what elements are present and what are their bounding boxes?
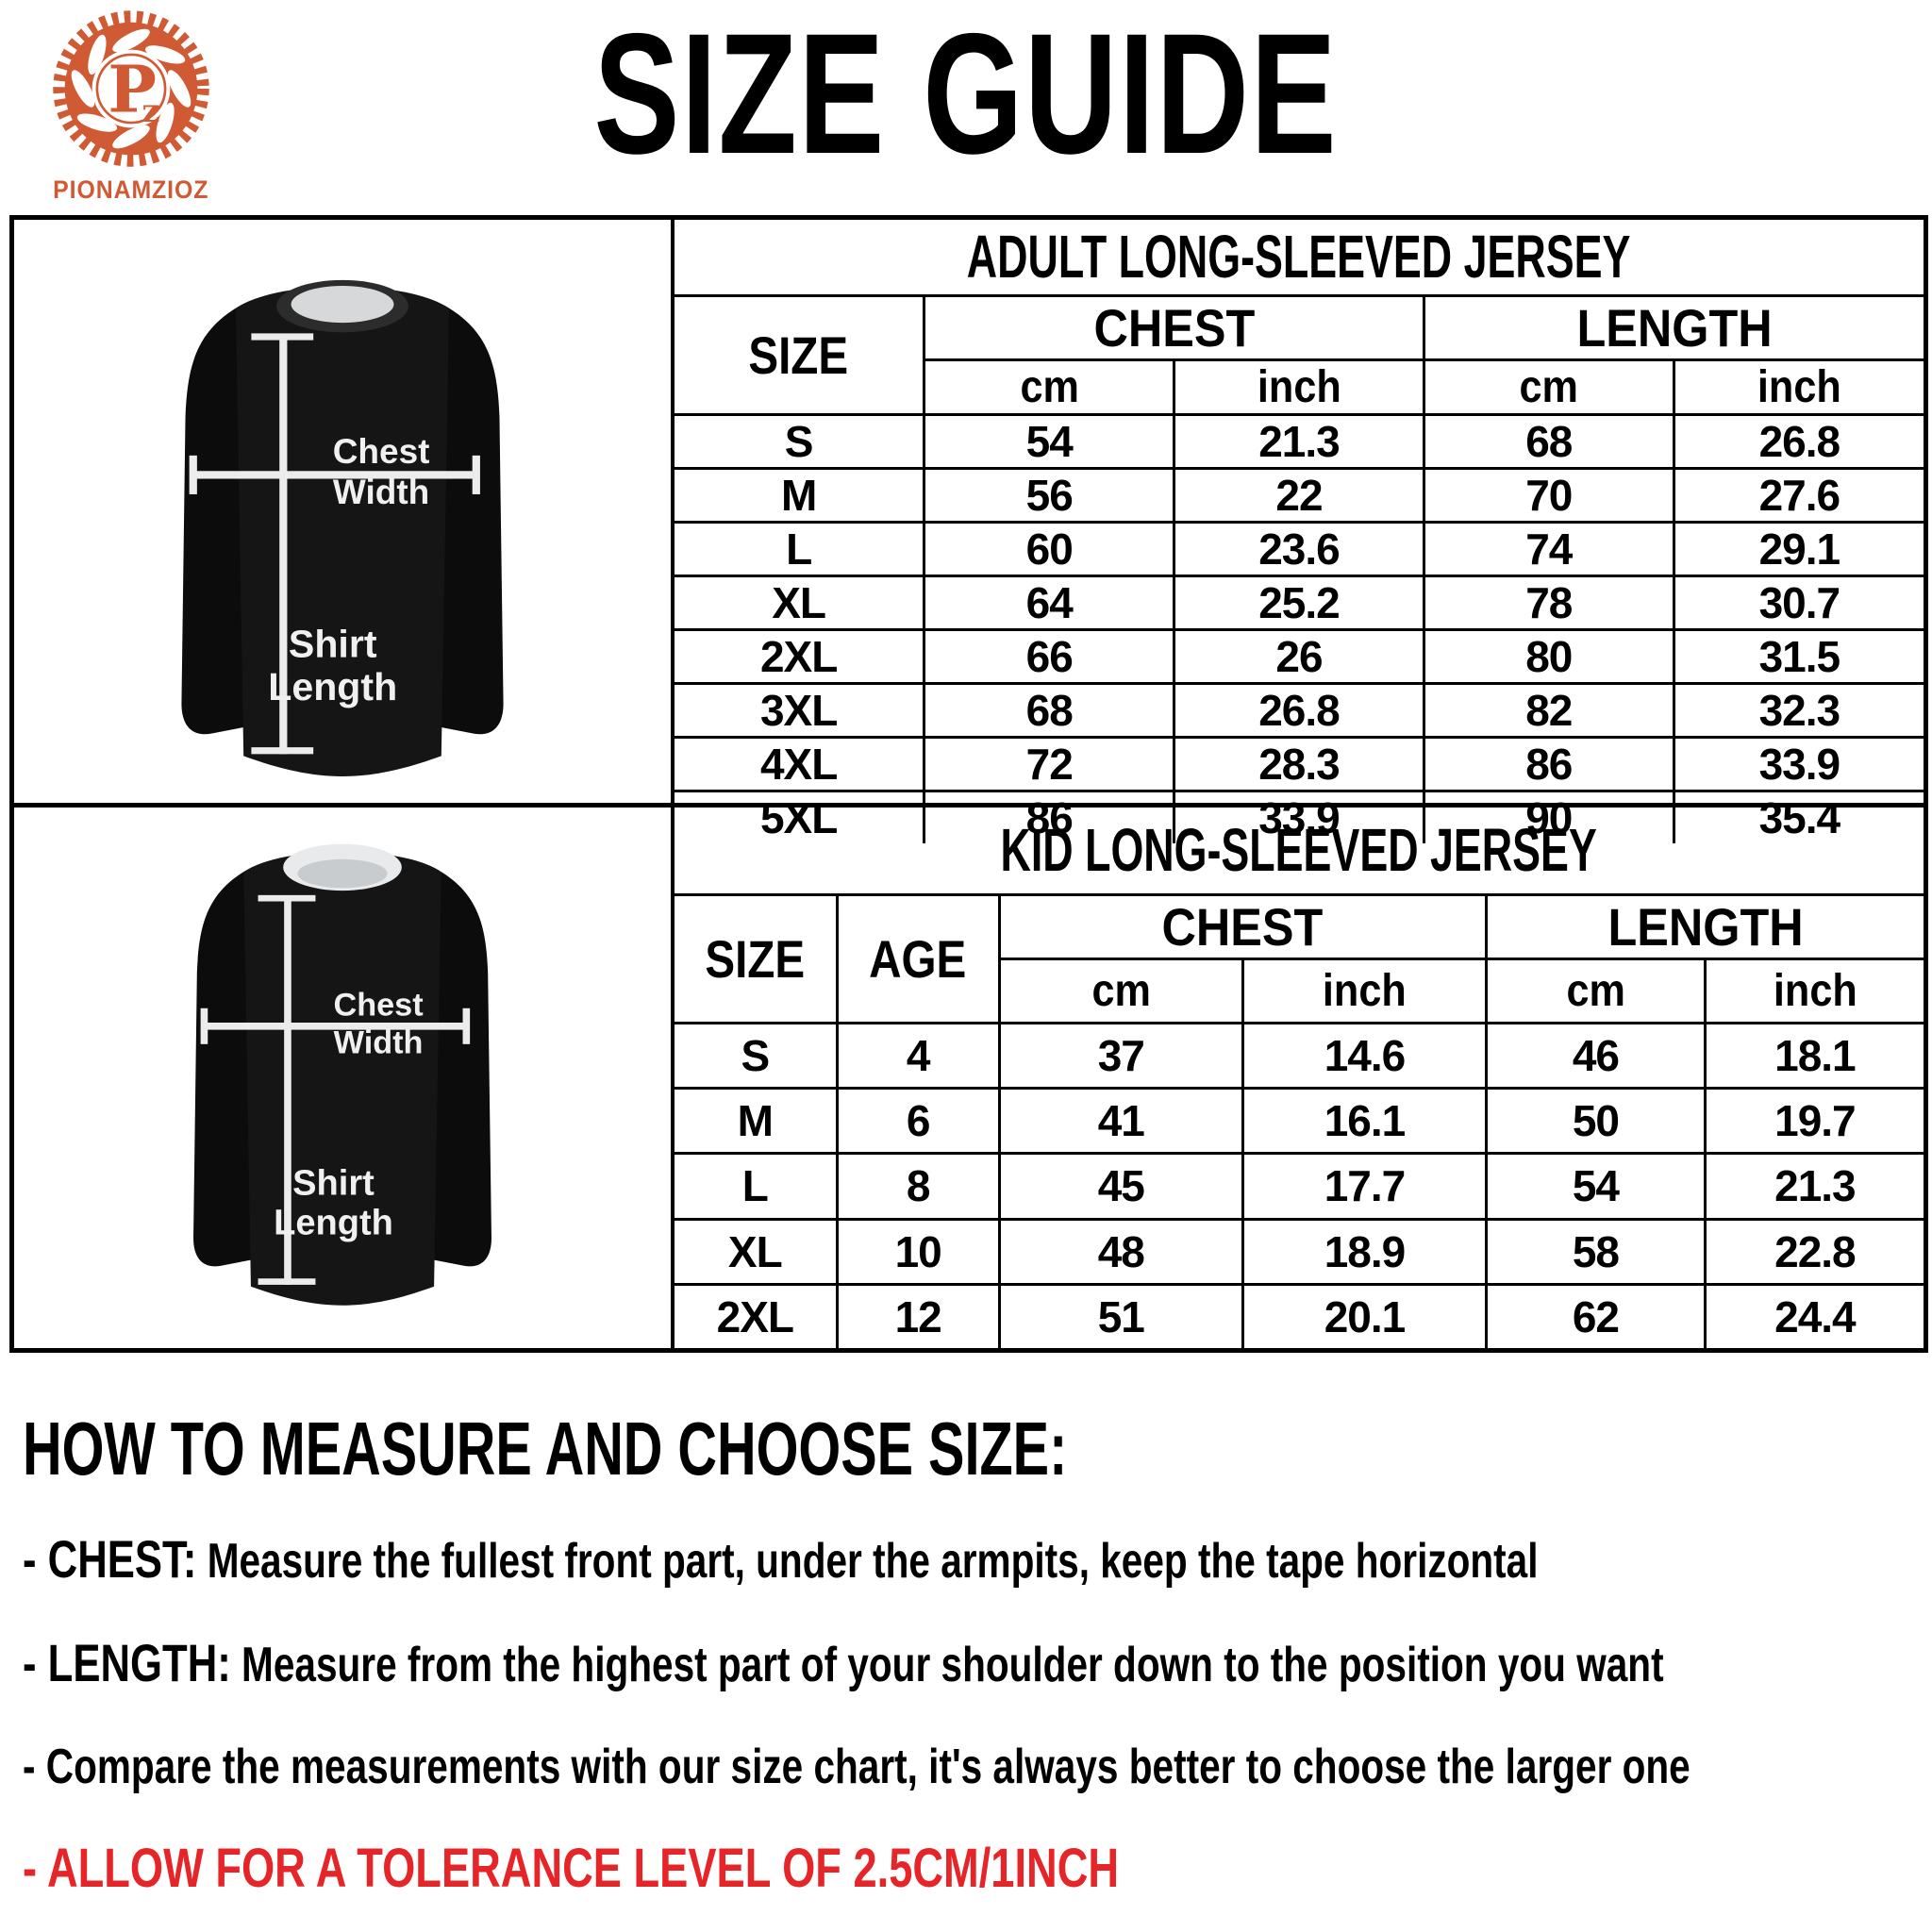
svg-text:Width: Width bbox=[333, 473, 429, 511]
adult-table-title: ADULT LONG-SLEEVED JERSEY bbox=[675, 220, 1924, 297]
tolerance-warning: - ALLOW FOR A TOLERANCE LEVEL OF 2.5CM/1… bbox=[23, 1838, 1120, 1899]
chest-instruction: - CHEST: Measure the fullest front part,… bbox=[23, 1529, 1539, 1590]
col-header-size: SIZE bbox=[675, 293, 926, 416]
table-row: L 8 45 17.7 54 21.3 bbox=[675, 1152, 1924, 1221]
logo-letter-z: z bbox=[142, 92, 159, 129]
adult-section: Chest Width Shirt Length ADULT LONG-SLEE… bbox=[14, 220, 1924, 843]
table-row: M 6 41 16.1 50 19.7 bbox=[675, 1086, 1924, 1156]
kid-table-area: KID LONG-SLEEVED JERSEY SIZE AGE CHEST L… bbox=[675, 808, 1924, 1348]
shirt-length-label: Shirt bbox=[289, 623, 377, 666]
table-row: L 60 23.6 74 29.1 bbox=[675, 520, 1924, 577]
kid-shirt-image: Chest Width Shirt Length bbox=[14, 808, 675, 1348]
table-row: XL 10 48 18.9 58 22.8 bbox=[675, 1217, 1924, 1286]
table-row: 2XL 66 26 80 31.5 bbox=[675, 627, 1924, 685]
col-header-inch: inch bbox=[1672, 358, 1924, 416]
col-header-inch: inch bbox=[1241, 957, 1489, 1024]
svg-text:Length: Length bbox=[274, 1203, 393, 1242]
col-header-age: AGE bbox=[835, 892, 1001, 1024]
adult-jersey-diagram: Chest Width Shirt Length bbox=[181, 280, 504, 777]
kid-section: Chest Width Shirt Length KID LONG-SLEEVE… bbox=[14, 808, 1924, 1348]
kid-size-table: KID LONG-SLEEVED JERSEY SIZE AGE CHEST L… bbox=[675, 808, 1924, 1348]
col-header-inch: inch bbox=[1173, 358, 1425, 416]
how-to-heading: HOW TO MEASURE AND CHOOSE SIZE: bbox=[23, 1407, 1068, 1491]
col-header-cm: cm bbox=[999, 957, 1244, 1024]
compare-instruction: - Compare the measurements with our size… bbox=[23, 1740, 1690, 1794]
kid-table-title: KID LONG-SLEEVED JERSEY bbox=[675, 808, 1924, 896]
col-header-chest: CHEST bbox=[997, 892, 1489, 960]
kid-jersey-diagram: Chest Width Shirt Length bbox=[193, 843, 491, 1306]
chest-width-label: Chest bbox=[333, 432, 430, 471]
size-chart: Chest Width Shirt Length ADULT LONG-SLEE… bbox=[9, 215, 1928, 1353]
svg-text:Width: Width bbox=[334, 1024, 424, 1060]
shirt-length-label: Shirt bbox=[292, 1163, 375, 1203]
page-title: SIZE GUIDE bbox=[593, 0, 1339, 190]
table-row: S 4 37 14.6 46 18.1 bbox=[675, 1021, 1924, 1090]
adult-size-table: ADULT LONG-SLEEVED JERSEY SIZE CHEST LEN… bbox=[675, 220, 1924, 843]
table-row: XL 64 25.2 78 30.7 bbox=[675, 574, 1924, 631]
how-to-measure-section: HOW TO MEASURE AND CHOOSE SIZE: - CHEST:… bbox=[23, 1411, 1909, 1898]
adult-table-area: ADULT LONG-SLEEVED JERSEY SIZE CHEST LEN… bbox=[675, 220, 1924, 843]
col-header-cm: cm bbox=[1422, 358, 1675, 416]
table-row: S 54 21.3 68 26.8 bbox=[675, 412, 1924, 470]
brand-name: PIONAMZIOZ bbox=[53, 175, 209, 204]
col-header-length: LENGTH bbox=[1422, 293, 1924, 361]
brand-logo: P z PIONAMZIOZ bbox=[32, 6, 230, 205]
col-header-cm: cm bbox=[1485, 957, 1707, 1024]
col-header-cm: cm bbox=[924, 358, 1176, 416]
table-row: M 56 22 70 27.6 bbox=[675, 466, 1924, 524]
sprocket-logo-icon: P z bbox=[53, 10, 209, 167]
length-instruction: - LENGTH: Measure from the highest part … bbox=[23, 1633, 1664, 1693]
col-header-inch: inch bbox=[1703, 957, 1924, 1024]
table-row: 2XL 12 51 20.1 62 24.4 bbox=[675, 1282, 1924, 1348]
svg-text:Length: Length bbox=[268, 665, 397, 708]
col-header-size: SIZE bbox=[675, 892, 839, 1024]
logo-letter-p: P bbox=[108, 53, 157, 128]
adult-shirt-image: Chest Width Shirt Length bbox=[14, 220, 675, 843]
table-row: 3XL 68 26.8 82 32.3 bbox=[675, 681, 1924, 739]
table-row: 4XL 72 28.3 86 33.9 bbox=[675, 735, 1924, 792]
col-header-length: LENGTH bbox=[1485, 892, 1924, 960]
chest-width-label: Chest bbox=[333, 987, 423, 1023]
col-header-chest: CHEST bbox=[923, 293, 1425, 361]
